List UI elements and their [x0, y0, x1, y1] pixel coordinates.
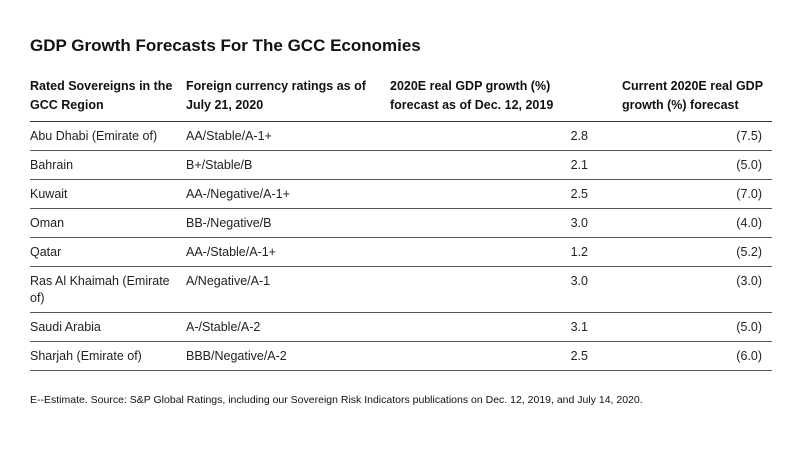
header-forecast-current: Current 2020E real GDP growth (%) foreca… — [596, 75, 772, 122]
cell-rating: AA-/Negative/A-1+ — [186, 179, 388, 209]
header-ratings: Foreign currency ratings as of July 21, … — [186, 75, 388, 122]
cell-rating: B+/Stable/B — [186, 150, 388, 180]
cell-forecast-2019: 2.1 — [388, 150, 596, 180]
cell-sovereign: Abu Dhabi (Emirate of) — [30, 121, 186, 151]
table-row: Abu Dhabi (Emirate of) AA/Stable/A-1+ 2.… — [30, 121, 772, 151]
header-forecast-2019: 2020E real GDP growth (%) forecast as of… — [388, 75, 596, 122]
header-row: Rated Sovereigns in the GCC Region Forei… — [30, 75, 772, 122]
header-sovereigns: Rated Sovereigns in the GCC Region — [30, 75, 186, 122]
cell-rating: A-/Stable/A-2 — [186, 312, 388, 342]
cell-forecast-current: (3.0) — [596, 266, 772, 313]
table-title: GDP Growth Forecasts For The GCC Economi… — [30, 36, 421, 55]
cell-rating: BBB/Negative/A-2 — [186, 341, 388, 371]
cell-forecast-current: (5.0) — [596, 150, 772, 180]
cell-sovereign: Qatar — [30, 237, 186, 267]
cell-forecast-current: (7.5) — [596, 121, 772, 151]
cell-forecast-2019: 2.8 — [388, 121, 596, 151]
cell-rating: BB-/Negative/B — [186, 208, 388, 238]
source-footnote: E--Estimate. Source: S&P Global Ratings,… — [30, 394, 643, 406]
cell-sovereign: Saudi Arabia — [30, 312, 186, 342]
cell-sovereign: Kuwait — [30, 179, 186, 209]
cell-rating: AA-/Stable/A-1+ — [186, 237, 388, 267]
cell-forecast-2019: 1.2 — [388, 237, 596, 267]
table-row: Sharjah (Emirate of) BBB/Negative/A-2 2.… — [30, 341, 772, 371]
cell-rating: A/Negative/A-1 — [186, 266, 388, 313]
cell-sovereign: Ras Al Khaimah (Emirate of) — [30, 266, 186, 313]
table-row: Saudi Arabia A-/Stable/A-2 3.1 (5.0) — [30, 312, 772, 342]
gdp-forecast-table: Rated Sovereigns in the GCC Region Forei… — [30, 75, 772, 371]
cell-forecast-2019: 3.0 — [388, 266, 596, 313]
cell-sovereign: Oman — [30, 208, 186, 238]
cell-forecast-current: (5.0) — [596, 312, 772, 342]
cell-forecast-current: (7.0) — [596, 179, 772, 209]
cell-forecast-current: (4.0) — [596, 208, 772, 238]
cell-sovereign: Sharjah (Emirate of) — [30, 341, 186, 371]
table-row: Bahrain B+/Stable/B 2.1 (5.0) — [30, 150, 772, 180]
cell-forecast-current: (5.2) — [596, 237, 772, 267]
table-row: Qatar AA-/Stable/A-1+ 1.2 (5.2) — [30, 237, 772, 267]
cell-forecast-2019: 3.1 — [388, 312, 596, 342]
table-row: Kuwait AA-/Negative/A-1+ 2.5 (7.0) — [30, 179, 772, 209]
cell-forecast-current: (6.0) — [596, 341, 772, 371]
cell-sovereign: Bahrain — [30, 150, 186, 180]
cell-rating: AA/Stable/A-1+ — [186, 121, 388, 151]
cell-forecast-2019: 2.5 — [388, 179, 596, 209]
table-row: Ras Al Khaimah (Emirate of) A/Negative/A… — [30, 266, 772, 313]
table-row: Oman BB-/Negative/B 3.0 (4.0) — [30, 208, 772, 238]
cell-forecast-2019: 3.0 — [388, 208, 596, 238]
cell-forecast-2019: 2.5 — [388, 341, 596, 371]
